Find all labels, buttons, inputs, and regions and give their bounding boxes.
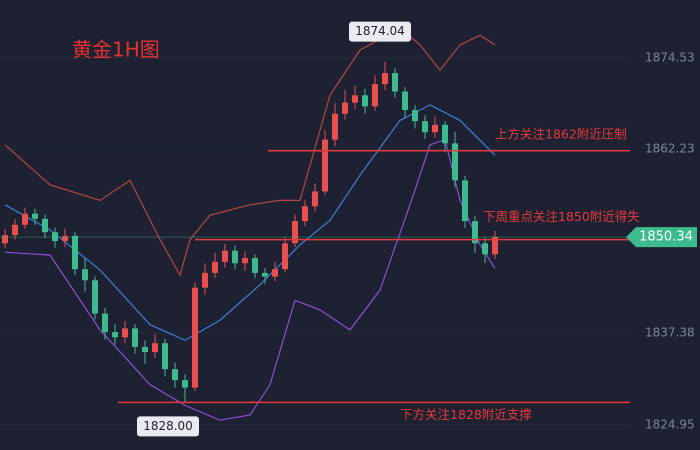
- candle-body: [392, 73, 398, 92]
- candle-body: [432, 124, 438, 133]
- candle-body: [322, 139, 328, 192]
- candle-body: [382, 73, 388, 85]
- band-line: [4, 27, 496, 277]
- candle-body: [452, 143, 458, 181]
- candle-body: [72, 235, 78, 270]
- low-label: 1828.00: [143, 419, 193, 433]
- level-label: 下周重点关注1850附近得失: [483, 209, 640, 224]
- low-label-box: [137, 416, 199, 437]
- candle-body: [32, 213, 38, 219]
- candle-body: [302, 206, 308, 222]
- candle-body: [222, 250, 228, 262]
- candle-body: [62, 235, 68, 242]
- level-label: 上方关注1862附近压制: [495, 126, 627, 141]
- candle-body: [232, 250, 238, 264]
- candle-body: [282, 243, 288, 270]
- candle-body: [42, 218, 48, 233]
- candle-body: [12, 224, 18, 236]
- candle-body: [252, 258, 258, 273]
- candle-body: [152, 343, 158, 353]
- candle-body: [2, 235, 8, 244]
- candle-body: [402, 91, 408, 111]
- y-tick-label: 1824.95: [645, 417, 695, 431]
- candle-body: [362, 95, 368, 107]
- candle-body: [52, 232, 58, 242]
- candle-body: [482, 243, 488, 255]
- y-tick-label: 1837.38: [645, 325, 695, 339]
- candle-body: [102, 313, 108, 333]
- high-label-box: [349, 21, 411, 42]
- candle-body: [142, 346, 148, 353]
- band-line: [4, 138, 496, 421]
- y-tick-label: 1874.53: [645, 51, 695, 65]
- candle-body: [442, 124, 448, 144]
- candle-body: [112, 332, 118, 338]
- candle-body: [92, 280, 98, 314]
- candle-body: [182, 380, 188, 388]
- candle-body: [472, 221, 478, 244]
- level-label: 下方关注1828附近支撑: [400, 407, 532, 422]
- price-tag: [626, 227, 697, 248]
- candle-body: [262, 272, 268, 277]
- candle-body: [312, 191, 318, 207]
- high-label: 1874.04: [355, 24, 405, 38]
- candle-body: [162, 343, 168, 370]
- chart-title: 黄金1H图: [72, 38, 160, 62]
- candle-body: [272, 269, 278, 277]
- candle-body: [172, 369, 178, 381]
- candle-body: [372, 84, 378, 107]
- candle-body: [192, 287, 198, 388]
- candle-body: [292, 221, 298, 244]
- candle-body: [82, 269, 88, 281]
- candle-body: [412, 110, 418, 122]
- candle-body: [202, 272, 208, 288]
- y-tick-label: 1862.23: [645, 142, 695, 156]
- candle-body: [352, 95, 358, 103]
- price-tag-label: 1850.34: [639, 230, 693, 245]
- candle-body: [342, 102, 348, 114]
- candle-body: [492, 237, 498, 255]
- candle-body: [132, 328, 138, 347]
- candle-body: [122, 328, 128, 338]
- candle-body: [422, 121, 428, 133]
- candle-body: [242, 258, 248, 264]
- candle-body: [332, 113, 338, 140]
- candle-body: [22, 213, 28, 225]
- candle-body: [212, 261, 218, 273]
- candle-body: [462, 180, 468, 222]
- band-line: [4, 104, 496, 341]
